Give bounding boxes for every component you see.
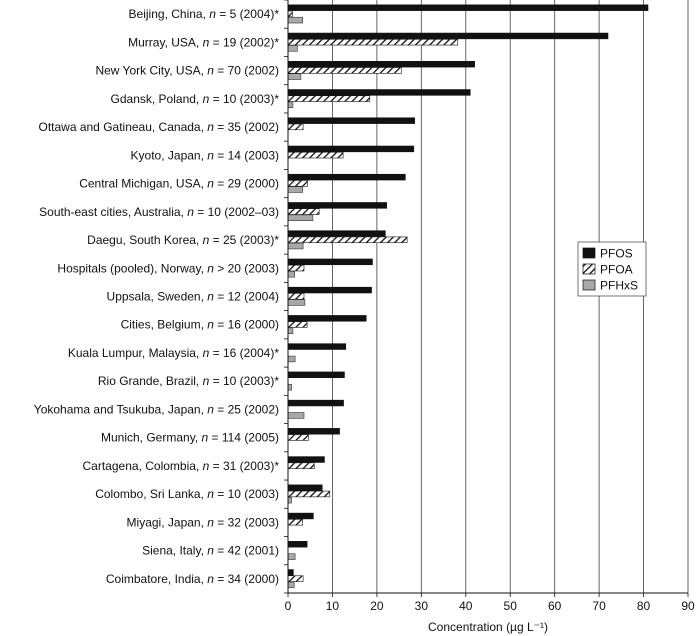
category-labels: Beijing, China, n = 5 (2004)* Murray, USA… <box>34 7 280 586</box>
category-label: Cartagena, Colombia, n = 31 (2003)* <box>83 459 280 473</box>
bar-pfoa <box>287 490 331 498</box>
bar-pfoa <box>287 67 402 74</box>
bar-pfos <box>287 399 344 407</box>
bar-pfhxs <box>287 16 303 24</box>
bar-pfhxs <box>287 73 302 80</box>
bar-pfoa <box>287 38 459 46</box>
bar-pfos <box>287 4 649 11</box>
x-tick-label: 70 <box>592 599 606 613</box>
category-label: Rio Grande, Brazil, n = 10 (2003)* <box>98 374 279 388</box>
category-label: Cities, Belgium, n = 16 (2000) <box>121 318 279 332</box>
bar-pfoa <box>287 208 320 215</box>
bar-pfoa <box>287 236 408 244</box>
x-tick-label: 40 <box>459 599 473 613</box>
category-label: Beijing, China, n = 5 (2004)* <box>129 7 280 21</box>
bar-pfos <box>287 456 325 463</box>
x-axis-label: Concentration (µg L⁻¹) <box>428 620 548 634</box>
category-label: Hospitals (pooled), Norway, n > 20 (2003… <box>57 261 279 275</box>
bar-pfhxs <box>287 496 292 504</box>
legend-label-pfos: PFOS <box>600 247 633 261</box>
bar-pfos <box>287 32 609 40</box>
bar-pfoa <box>287 180 308 187</box>
category-label: Siena, Italy, n = 42 (2001) <box>142 544 279 558</box>
bar-pfhxs <box>287 581 295 589</box>
category-label: Munich, Germany, n = 114 (2005) <box>101 431 279 445</box>
bar-pfoa <box>287 293 305 300</box>
bar-pfos <box>287 315 367 322</box>
bar-pfos <box>287 343 347 350</box>
category-label: New York City, USA, n = 70 (2002) <box>95 64 279 78</box>
bar-pfhxs <box>287 299 306 306</box>
bar-pfos <box>287 60 475 68</box>
bar-pfhxs <box>287 186 303 193</box>
category-label: Colombo, Sri Lanka, n = 10 (2003) <box>95 487 279 501</box>
gridlines <box>331 0 689 593</box>
x-ticks: 0 10 20 30 40 50 60 70 80 90 <box>285 593 695 613</box>
x-tick-label: 90 <box>681 599 695 613</box>
legend-label-pfoa: PFOA <box>600 263 633 277</box>
bar-pfhxs <box>287 242 304 250</box>
category-label: Uppsala, Sweden, n = 12 (2004) <box>107 290 279 304</box>
category-label: South-east cities, Australia, n = 10 (20… <box>39 205 279 219</box>
bar-pfos <box>287 371 345 379</box>
category-label: Murray, USA, n = 19 (2002)* <box>128 35 279 49</box>
category-label: Ottawa and Gatineau, Canada, n = 35 (200… <box>38 120 279 134</box>
category-label: Daegu, South Korea, n = 25 (2003)* <box>87 233 279 247</box>
category-label: Gdansk, Poland, n = 10 (2003)* <box>111 92 280 106</box>
bar-pfos <box>287 286 372 294</box>
bar-pfos <box>287 428 340 435</box>
legend-swatch-pfos <box>582 247 596 259</box>
bar-pfhxs <box>287 355 296 363</box>
x-tick-label: 0 <box>285 599 292 613</box>
bar-pfos <box>287 512 314 520</box>
bar-pfoa <box>287 123 304 131</box>
legend-swatch-pfoa <box>582 263 596 275</box>
bar-pfhxs <box>287 327 294 334</box>
bar-pfoa <box>287 151 344 159</box>
legend-swatch-pfhxs <box>582 279 596 291</box>
category-label: Coimbatore, India, n = 34 (2000) <box>106 572 279 586</box>
bar-pfhxs <box>287 412 305 419</box>
bars <box>287 4 649 589</box>
x-tick-label: 80 <box>637 599 651 613</box>
x-tick-label: 20 <box>370 599 384 613</box>
x-tick-label: 60 <box>548 599 562 613</box>
bar-pfos <box>287 258 373 266</box>
bar-pfhxs <box>287 553 296 560</box>
bar-pfoa <box>287 264 305 272</box>
bar-pfos <box>287 202 387 209</box>
x-tick-label: 50 <box>504 599 518 613</box>
category-label: Yokohama and Tsukuba, Japan, n = 25 (200… <box>34 402 279 416</box>
bar-pfos <box>287 117 415 124</box>
bar-pfoa <box>287 434 309 441</box>
bar-pfhxs <box>287 45 298 52</box>
category-label: Kyoto, Japan, n = 14 (2003) <box>131 148 279 162</box>
category-label: Central Michigan, USA, n = 29 (2000) <box>79 177 279 191</box>
bar-pfhxs <box>287 271 295 278</box>
bar-pfos <box>287 569 294 576</box>
bar-pfos <box>287 541 308 548</box>
bar-pfos <box>287 230 386 237</box>
bar-pfoa <box>287 321 308 328</box>
bar-pfhxs <box>287 384 292 391</box>
category-label: Miyagi, Japan, n = 32 (2003) <box>127 515 279 529</box>
bar-pfos <box>287 145 415 153</box>
bar-pfoa <box>287 462 315 469</box>
bar-pfoa <box>287 10 293 18</box>
bar-pfhxs <box>287 214 314 221</box>
bar-pfoa <box>287 519 303 526</box>
bar-pfos <box>287 484 323 491</box>
bar-pfos <box>287 89 471 96</box>
legend-label-pfhxs: PFHxS <box>600 279 638 293</box>
legend: PFOS PFOA PFHxS <box>577 241 647 297</box>
axes <box>284 0 688 594</box>
category-label: Kuala Lumpur, Malaysia, n = 16 (2004)* <box>68 346 279 360</box>
bar-pfoa <box>287 575 304 582</box>
x-tick-label: 10 <box>326 599 340 613</box>
x-tick-label: 30 <box>415 599 429 613</box>
bar-pfhxs <box>287 101 294 109</box>
bar-pfos <box>287 173 406 181</box>
bar-pfoa <box>287 95 371 102</box>
